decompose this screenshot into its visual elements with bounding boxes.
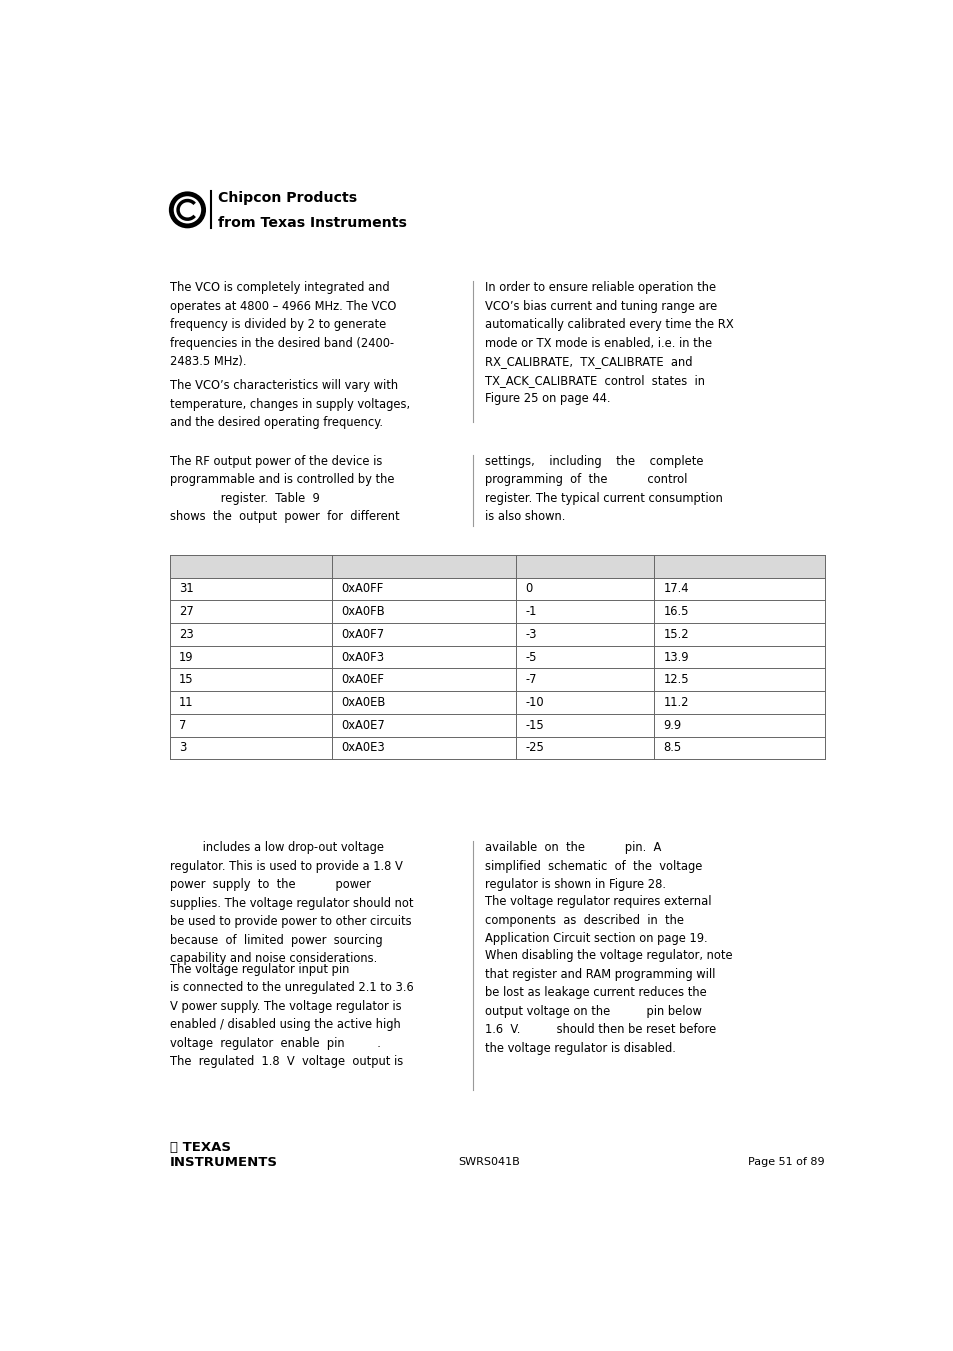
Text: In order to ensure reliable operation the
VCO’s bias current and tuning range ar: In order to ensure reliable operation th… (484, 281, 733, 405)
Text: 12.5: 12.5 (662, 673, 688, 686)
Text: ⼌ TEXAS: ⼌ TEXAS (170, 1140, 231, 1154)
Text: 7: 7 (179, 719, 186, 732)
Text: 11: 11 (179, 696, 193, 709)
Text: The VCO is completely integrated and
operates at 4800 – 4966 MHz. The VCO
freque: The VCO is completely integrated and ope… (170, 281, 395, 369)
Text: 0xA0E3: 0xA0E3 (341, 742, 385, 754)
Text: SWRS041B: SWRS041B (457, 1156, 519, 1166)
Text: -15: -15 (525, 719, 543, 732)
Text: 16.5: 16.5 (662, 605, 688, 619)
Bar (170, 646, 823, 669)
Text: available  on  the           pin.  A
simplified  schematic  of  the  voltage
reg: available on the pin. A simplified schem… (484, 842, 701, 892)
Text: from Texas Instruments: from Texas Instruments (218, 216, 407, 230)
Text: 13.9: 13.9 (662, 651, 688, 663)
Text: The voltage regulator input pin
is connected to the unregulated 2.1 to 3.6
V pow: The voltage regulator input pin is conne… (170, 963, 413, 1069)
Text: INSTRUMENTS: INSTRUMENTS (170, 1156, 277, 1169)
Bar (170, 692, 823, 713)
Bar (170, 736, 823, 759)
Text: The VCO’s characteristics will vary with
temperature, changes in supply voltages: The VCO’s characteristics will vary with… (170, 380, 410, 430)
Text: 8.5: 8.5 (662, 742, 680, 754)
Text: 0: 0 (525, 582, 532, 596)
Text: 31: 31 (179, 582, 193, 596)
Text: 0xA0E7: 0xA0E7 (341, 719, 385, 732)
Text: 0xA0F7: 0xA0F7 (341, 628, 384, 640)
Text: 17.4: 17.4 (662, 582, 688, 596)
Text: 0xA0FB: 0xA0FB (341, 605, 385, 619)
Text: -3: -3 (525, 628, 537, 640)
Text: 0xA0EF: 0xA0EF (341, 673, 384, 686)
Bar (170, 577, 823, 600)
Bar (170, 623, 823, 646)
Text: -7: -7 (525, 673, 537, 686)
Text: 15: 15 (179, 673, 193, 686)
Text: -10: -10 (525, 696, 543, 709)
Text: Page 51 of 89: Page 51 of 89 (747, 1156, 823, 1166)
Text: 0xA0F3: 0xA0F3 (341, 651, 384, 663)
Text: includes a low drop-out voltage
regulator. This is used to provide a 1.8 V
power: includes a low drop-out voltage regulato… (170, 842, 413, 965)
Text: 23: 23 (179, 628, 193, 640)
Text: When disabling the voltage regulator, note
that register and RAM programming wil: When disabling the voltage regulator, no… (484, 948, 732, 1055)
Text: The RF output power of the device is
programmable and is controlled by the
     : The RF output power of the device is pro… (170, 455, 399, 523)
Text: Chipcon Products: Chipcon Products (218, 192, 357, 205)
Text: 0xA0FF: 0xA0FF (341, 582, 384, 596)
Text: -5: -5 (525, 651, 537, 663)
Text: 15.2: 15.2 (662, 628, 688, 640)
Text: 3: 3 (179, 742, 186, 754)
Text: 11.2: 11.2 (662, 696, 688, 709)
Text: The voltage regulator requires external
components  as  described  in  the
Appli: The voltage regulator requires external … (484, 896, 711, 946)
Bar (170, 669, 823, 692)
Text: -25: -25 (525, 742, 543, 754)
Text: -1: -1 (525, 605, 537, 619)
Bar (170, 600, 823, 623)
Text: 9.9: 9.9 (662, 719, 680, 732)
Text: 0xA0EB: 0xA0EB (341, 696, 386, 709)
Text: settings,    including    the    complete
programming  of  the           control: settings, including the complete program… (484, 455, 722, 523)
Text: 27: 27 (179, 605, 193, 619)
Bar (170, 713, 823, 736)
Bar (170, 555, 823, 577)
Text: 19: 19 (179, 651, 193, 663)
